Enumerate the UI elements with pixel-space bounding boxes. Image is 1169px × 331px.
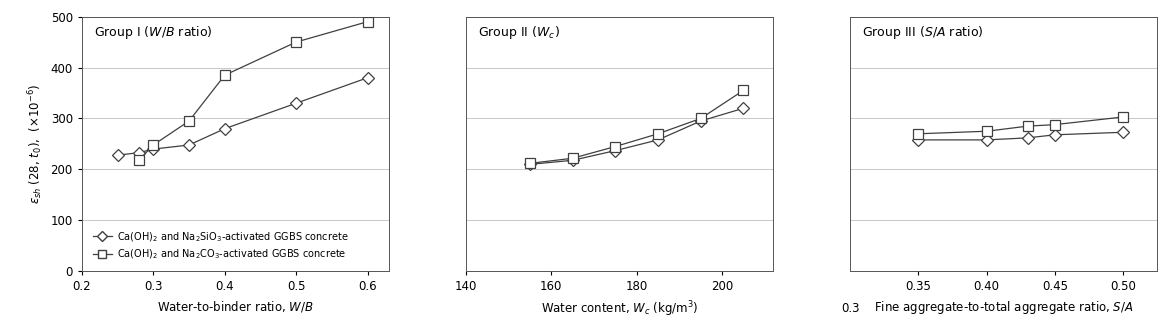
Text: Group I ($W/B$ ratio): Group I ($W/B$ ratio) bbox=[95, 24, 213, 41]
Text: Group III ($S/A$ ratio): Group III ($S/A$ ratio) bbox=[863, 24, 984, 41]
X-axis label: Water-to-binder ratio, $W/B$: Water-to-binder ratio, $W/B$ bbox=[157, 299, 313, 314]
Text: 0.3: 0.3 bbox=[841, 302, 859, 315]
Y-axis label: $\varepsilon_{sh}$ (28, $t_0$),  ($\times$10$^{-6}$): $\varepsilon_{sh}$ (28, $t_0$), ($\times… bbox=[26, 84, 44, 204]
Text: Group II ($W_c$): Group II ($W_c$) bbox=[478, 24, 560, 41]
X-axis label: Fine aggregate-to-total aggregate ratio, $S/A$: Fine aggregate-to-total aggregate ratio,… bbox=[874, 299, 1134, 316]
Legend: Ca(OH)$_2$ and Na$_2$SiO$_3$-activated GGBS concrete, Ca(OH)$_2$ and Na$_2$CO$_3: Ca(OH)$_2$ and Na$_2$SiO$_3$-activated G… bbox=[90, 227, 352, 264]
X-axis label: Water content, $W_c$ (kg/m$^3$): Water content, $W_c$ (kg/m$^3$) bbox=[541, 299, 698, 319]
